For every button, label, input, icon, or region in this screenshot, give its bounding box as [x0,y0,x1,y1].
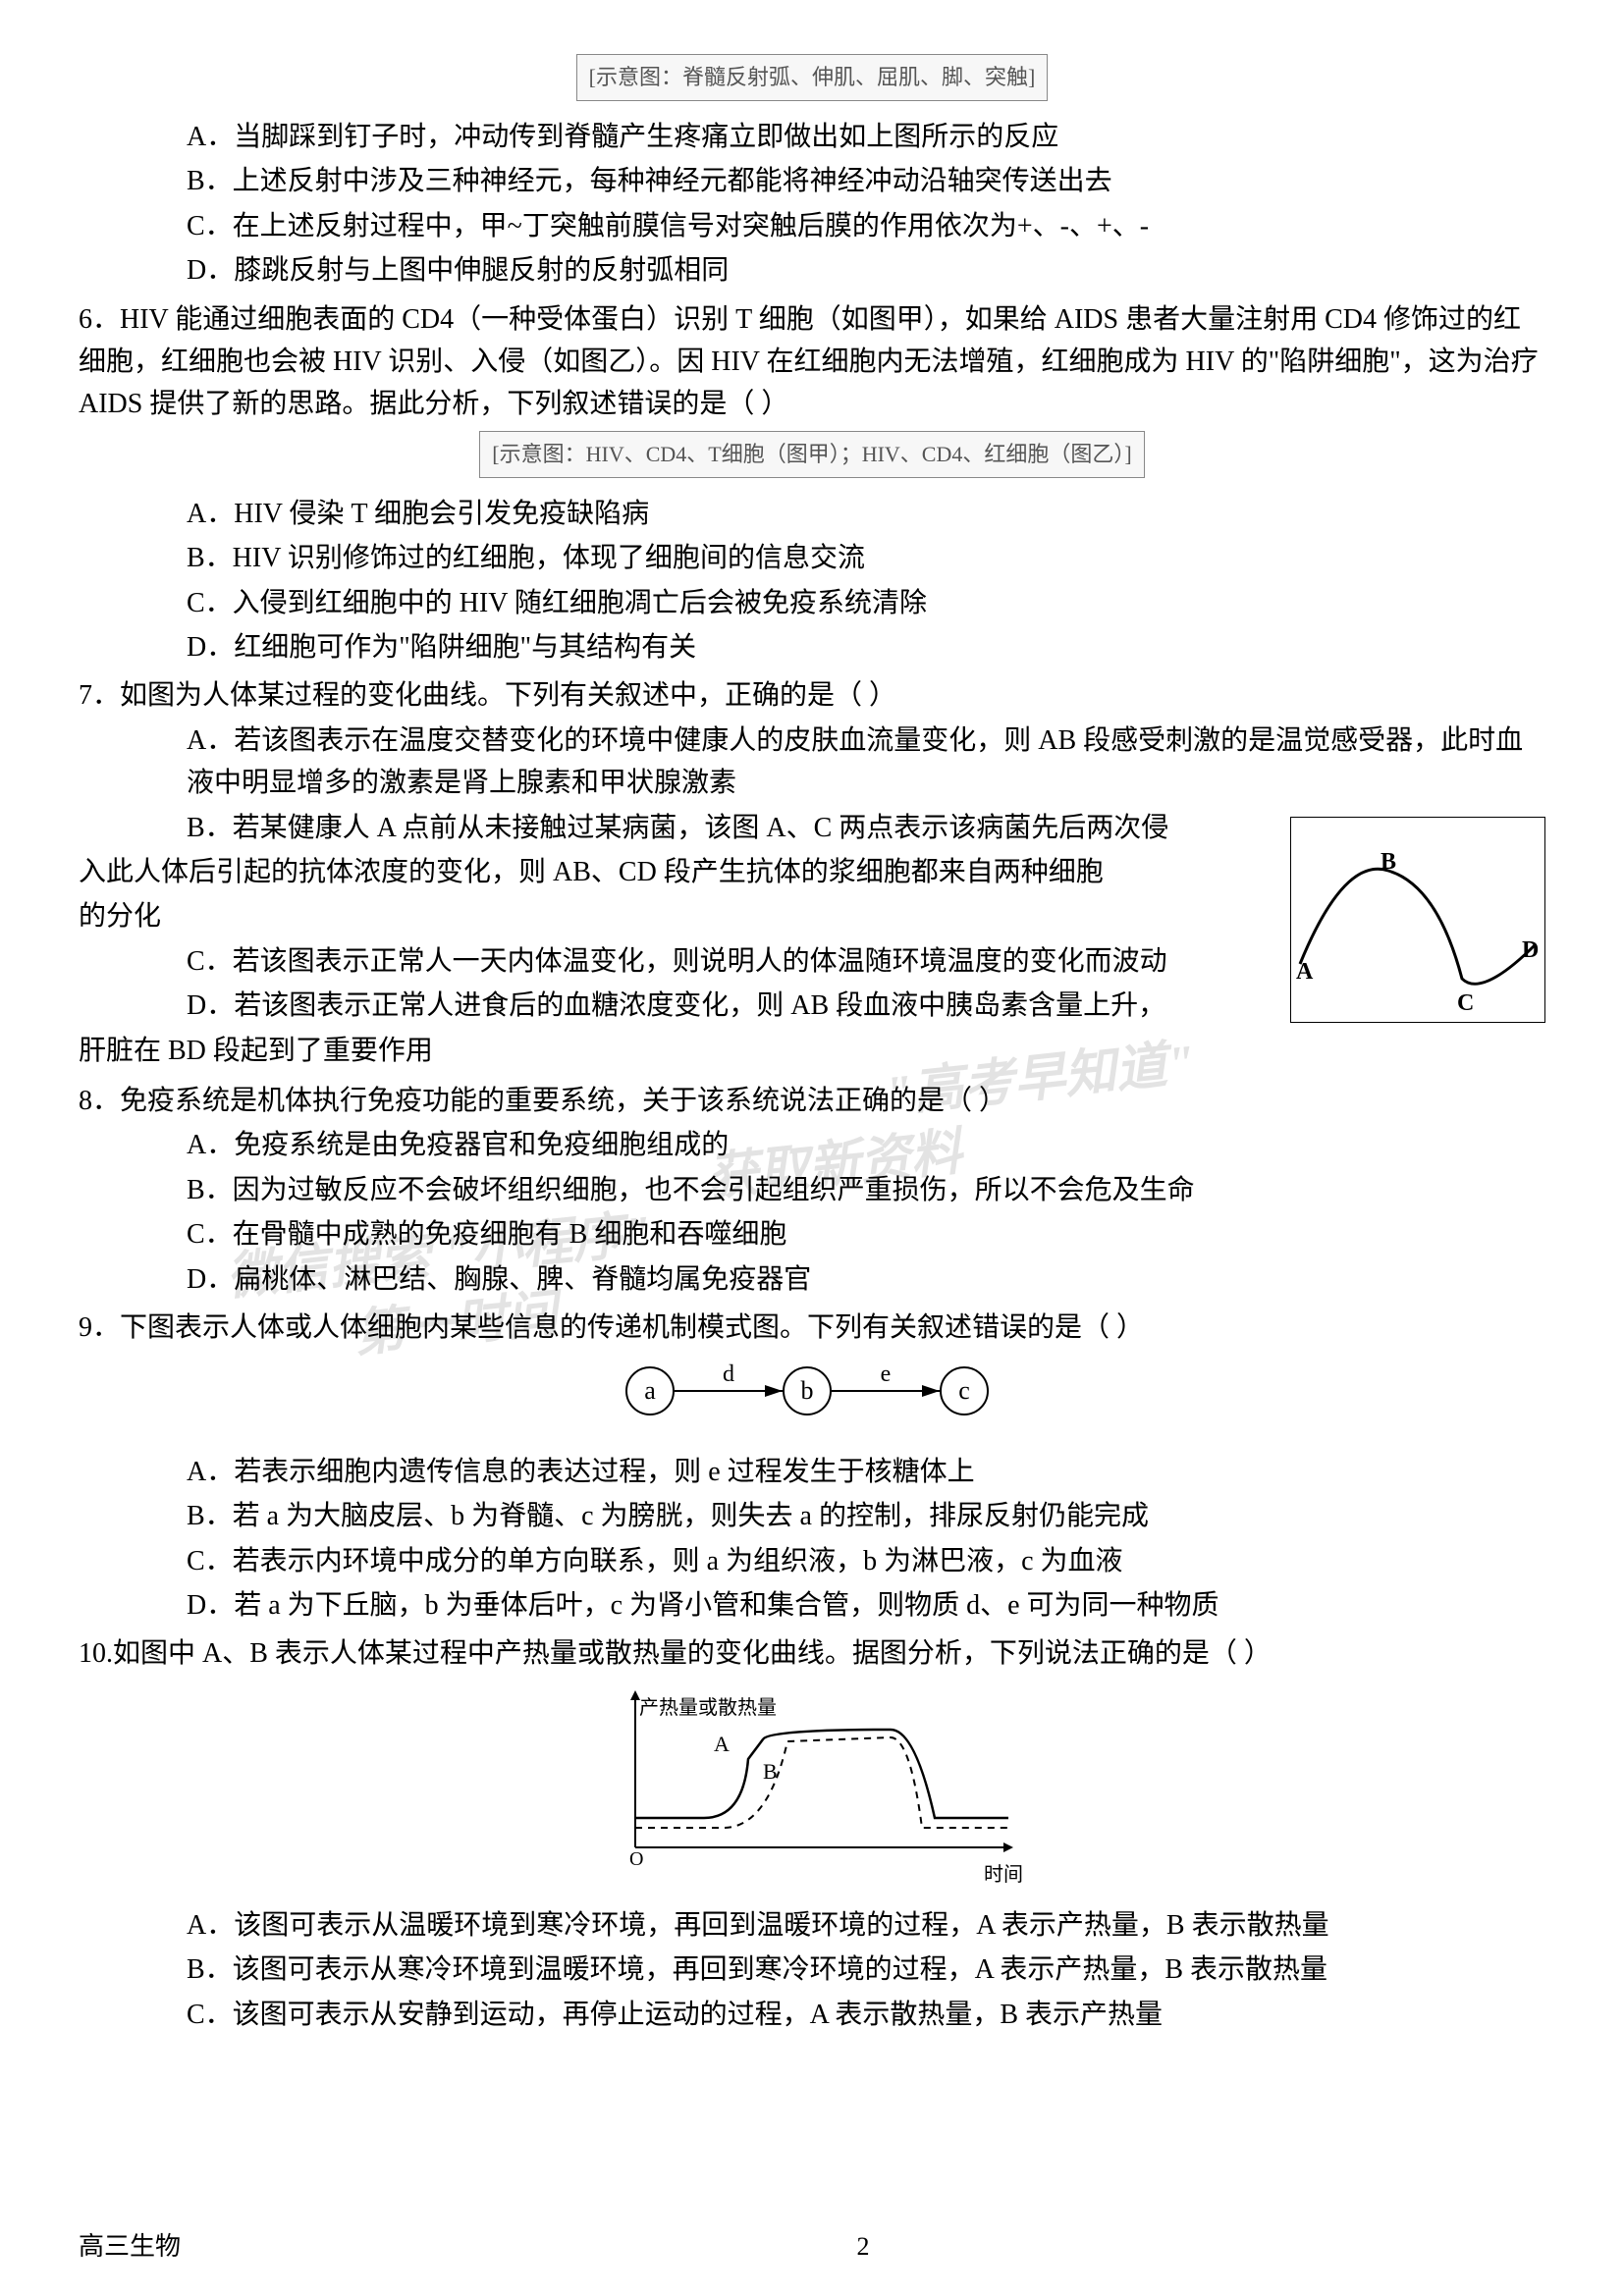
q9-opt-b: B．若 a 为大脑皮层、b 为脊髓、c 为膀胱，则失去 a 的控制，排尿反射仍能… [79,1495,1545,1537]
q9-opt-d: D．若 a 为下丘脑，b 为垂体后叶，c 为肾小管和集合管，则物质 d、e 可为… [79,1584,1545,1627]
q7-opt-a: A．若该图表示在温度交替变化的环境中健康人的皮肤血流量变化，则 AB 段感受刺激… [79,720,1545,805]
q5-opt-c: C．在上述反射过程中，甲~丁突触前膜信号对突触后膜的作用依次为+、-、+、- [79,205,1545,247]
q9-node-b: b [801,1376,814,1405]
q7-stem: 7．如图为人体某过程的变化曲线。下列有关叙述中，正确的是（ ） [79,674,1545,717]
q7-label-c: C [1457,986,1474,1022]
q10-ylabel: 产热量或散热量 [639,1693,777,1724]
q9-node-a: a [644,1376,656,1405]
q5-opt-d: D．膝跳反射与上图中伸腿反射的反射弧相同 [79,249,1545,292]
q7-curve-figure: A B C D [1290,817,1545,1023]
q7-opt-d-2: 肝脏在 BD 段起到了重要作用 [79,1030,1545,1072]
q10-xlabel: 时间 [984,1860,1023,1891]
q8-opt-c: C．在骨髓中成熟的免疫细胞有 B 细胞和吞噬细胞 [79,1213,1545,1255]
q5-opt-a: A．当脚踩到钉子时，冲动传到脊髓产生疼痛立即做出如上图所示的反应 [79,116,1545,158]
q9-stem: 9．下图表示人体或人体细胞内某些信息的传递机制模式图。下列有关叙述错误的是（ ） [79,1307,1545,1349]
q9-opt-c: C．若表示内环境中成分的单方向联系，则 a 为组织液，b 为淋巴液，c 为血液 [79,1540,1545,1582]
q6-figure: [示意图：HIV、CD4、T细胞（图甲）；HIV、CD4、红细胞（图乙）] [79,431,1545,478]
page-footer: 高三生物 2 [79,2227,1545,2267]
q8-stem: 8．免疫系统是机体执行免疫功能的重要系统，关于该系统说法正确的是（ ） [79,1080,1545,1122]
q9-opt-a: A．若表示细胞内遗传信息的表达过程，则 e 过程发生于核糖体上 [79,1451,1545,1493]
footer-page: 2 [79,2227,1545,2267]
q8-opt-d: D．扁桃体、淋巴结、胸腺、脾、脊髓均属免疫器官 [79,1258,1545,1301]
q6-opt-a: A．HIV 侵染 T 细胞会引发免疫缺陷病 [79,493,1545,535]
q10-series-b: B [763,1759,778,1784]
q8-opt-b: B．因为过敏反应不会破坏组织细胞，也不会引起组织严重损伤，所以不会危及生命 [79,1169,1545,1211]
q9-node-c: c [958,1376,970,1405]
q6-opt-c: C．入侵到红细胞中的 HIV 随红细胞凋亡后会被免疫系统清除 [79,582,1545,624]
q10-series-a: A [714,1732,730,1756]
q10-opt-c: C．该图可表示从安静到运动，再停止运动的过程，A 表示散热量，B 表示产热量 [79,1994,1545,2036]
q7-label-a: A [1296,954,1313,990]
q7-curve-svg [1290,817,1545,1023]
q5-figure: [示意图：脊髓反射弧、伸肌、屈肌、脚、突触] [79,54,1545,101]
q5-figure-placeholder: [示意图：脊髓反射弧、伸肌、屈肌、脚、突触] [576,54,1049,101]
q6-opt-d: D．红细胞可作为"陷阱细胞"与其结构有关 [79,626,1545,668]
q7-label-d: D [1522,933,1539,969]
q7-label-b: B [1380,844,1396,881]
q9-diagram-svg: a d b e c [606,1354,1018,1422]
q5-opt-b: B．上述反射中涉及三种神经元，每种神经元都能将神经冲动沿轴突传送出去 [79,160,1545,202]
q10-opt-b: B．该图可表示从寒冷环境到温暖环境，再回到寒冷环境的过程，A 表示产热量，B 表… [79,1949,1545,1991]
q6-stem: 6．HIV 能通过细胞表面的 CD4（一种受体蛋白）识别 T 细胞（如图甲），如… [79,298,1545,426]
q9-edge-d: d [723,1362,734,1387]
q10-opt-a: A．该图可表示从温暖环境到寒冷环境，再回到温暖环境的过程，A 表示产热量，B 表… [79,1904,1545,1947]
q10-origin: O [629,1848,643,1870]
q9-diagram: a d b e c [79,1354,1545,1435]
q10-figure: A B O 产热量或散热量 时间 [79,1681,1545,1890]
q8-opt-a: A．免疫系统是由免疫器官和免疫细胞组成的 [79,1124,1545,1166]
q6-figure-placeholder: [示意图：HIV、CD4、T细胞（图甲）；HIV、CD4、红细胞（图乙）] [479,431,1144,478]
q6-opt-b: B．HIV 识别修饰过的红细胞，体现了细胞间的信息交流 [79,537,1545,579]
footer-label: 高三生物 [79,2227,181,2267]
q9-edge-e: e [881,1362,892,1387]
q10-stem: 10.如图中 A、B 表示人体某过程中产热量或散热量的变化曲线。据图分析，下列说… [79,1632,1545,1675]
